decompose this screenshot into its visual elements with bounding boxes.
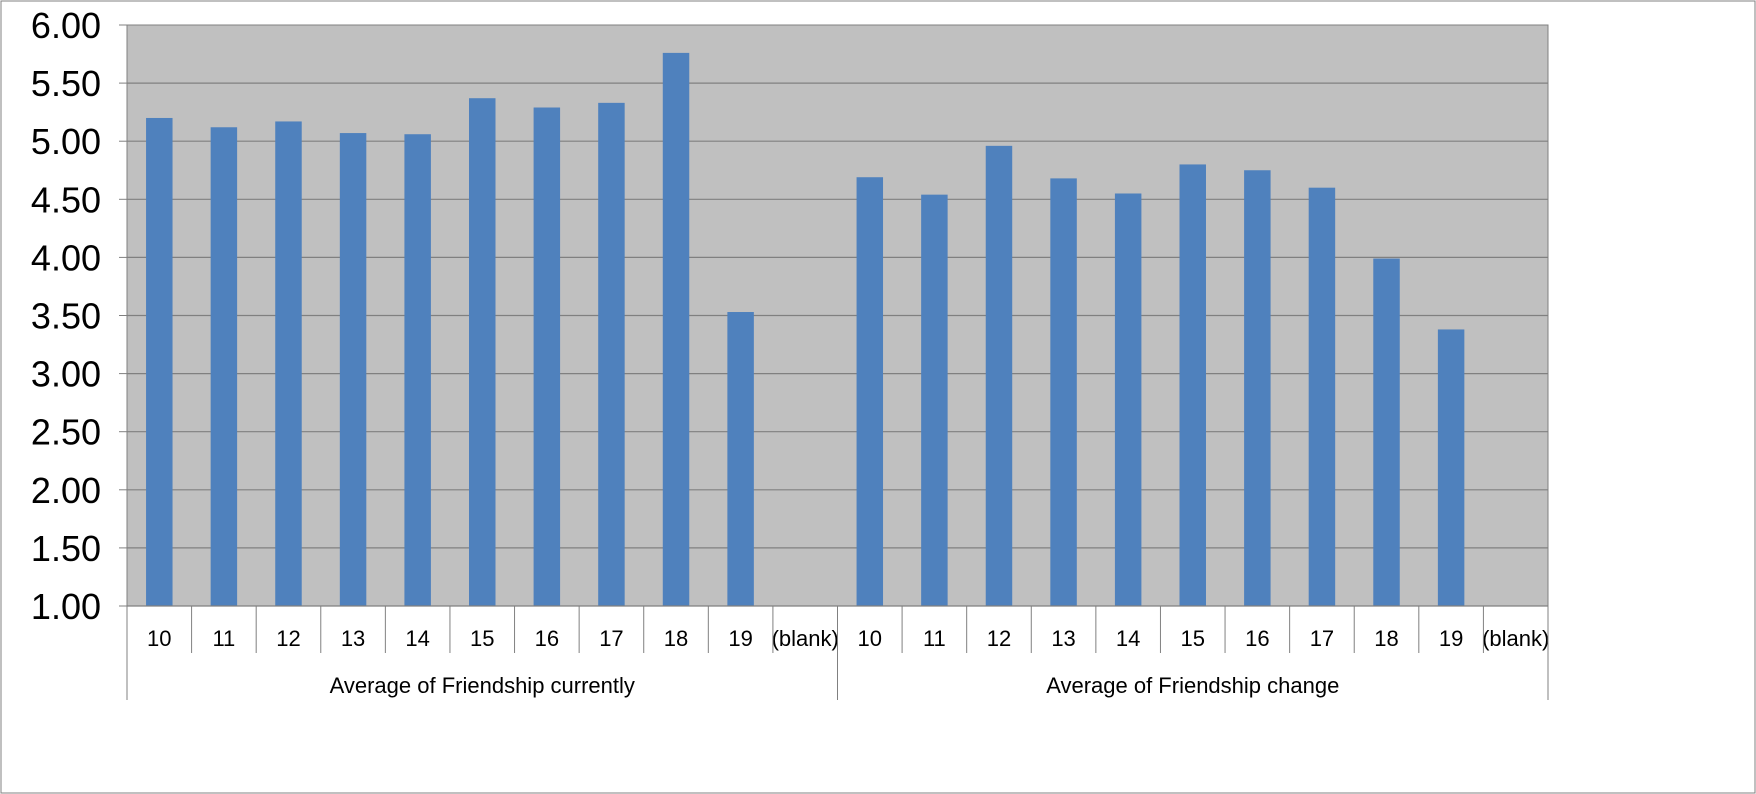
y-tick-label: 4.50: [31, 179, 101, 220]
y-axis-tick-labels: 1.00 1.50 2.00 2.50 3.00 3.50 4.00 4.50 5.00 5.50…: [31, 5, 127, 627]
x-tick-label: 14: [405, 626, 429, 651]
x-tick-label: 15: [470, 626, 494, 651]
x-tick-label: 13: [341, 626, 365, 651]
x-tick-label: 16: [535, 626, 559, 651]
x-tick-label: 19: [728, 626, 752, 651]
group-label: Average of Friendship currently: [330, 673, 635, 698]
bar: [727, 312, 754, 606]
group-label: Average of Friendship change: [1046, 673, 1339, 698]
bar: [404, 134, 431, 606]
bar: [1244, 170, 1271, 606]
x-tick-label: 11: [923, 626, 946, 651]
y-tick-label: 3.00: [31, 354, 101, 395]
bar: [985, 145, 1013, 606]
y-tick-label: 3.50: [31, 296, 101, 337]
x-tick-label: (blank): [1482, 626, 1549, 651]
x-tick-label: 10: [858, 626, 882, 651]
bar: [1373, 258, 1400, 606]
x-tick-label: (blank): [772, 626, 839, 651]
x-tick-label: 16: [1245, 626, 1269, 651]
bar: [662, 52, 690, 606]
x-tick-label: 17: [599, 626, 623, 651]
y-tick-label: 4.00: [31, 237, 101, 278]
x-tick-label: 19: [1439, 626, 1463, 651]
bar: [1437, 329, 1465, 606]
bar: [146, 117, 173, 607]
bar: [1179, 164, 1206, 606]
y-tick-label: 6.00: [31, 5, 101, 46]
x-tick-label: 12: [987, 626, 1011, 651]
bar: [469, 98, 496, 607]
x-tick-label: 15: [1181, 626, 1205, 651]
bar: [598, 102, 625, 606]
x-tick-label: 12: [276, 626, 300, 651]
x-tick-label: 18: [664, 626, 688, 651]
x-tick-label: 17: [1310, 626, 1334, 651]
bar: [533, 107, 561, 606]
bar: [275, 121, 302, 607]
y-tick-label: 2.50: [31, 412, 101, 453]
y-tick-label: 5.50: [31, 63, 101, 104]
x-tick-label: 11: [212, 626, 235, 651]
bars: [146, 52, 1465, 607]
bar: [339, 133, 367, 607]
x-tick-label: 13: [1051, 626, 1075, 651]
bar: [1114, 193, 1142, 607]
bar: [1308, 187, 1336, 606]
bar: [856, 177, 884, 607]
x-tick-label: 14: [1116, 626, 1140, 651]
y-tick-label: 1.00: [31, 586, 101, 627]
y-tick-label: 5.00: [31, 121, 101, 162]
x-tick-label: 18: [1374, 626, 1398, 651]
x-tick-label: 10: [147, 626, 171, 651]
bar: [210, 127, 238, 607]
bar: [921, 194, 948, 607]
bar: [1050, 178, 1077, 606]
y-tick-label: 2.00: [31, 470, 101, 511]
y-tick-label: 1.50: [31, 528, 101, 569]
x-axis: 10 11 12 13 14 15 16 17 18 19 (blank) 10 11 12 13 14 15 1…: [126, 605, 1549, 700]
